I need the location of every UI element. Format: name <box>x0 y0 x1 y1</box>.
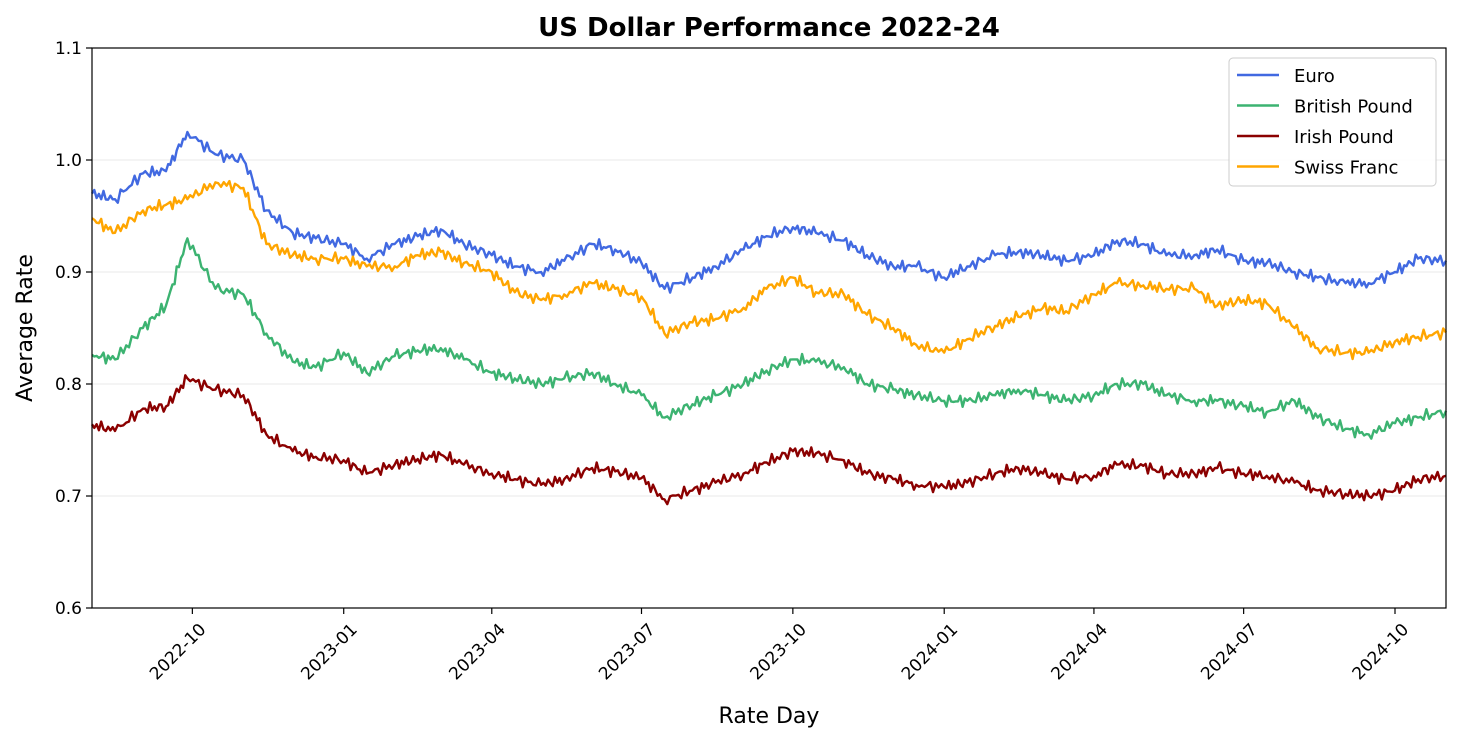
series-line-irish-pound <box>90 374 1447 506</box>
grid-lines <box>92 159 1446 497</box>
x-axis: 2022-10 2023-01 2023-04 2023-07 2023-10 2024-… <box>146 608 1413 684</box>
legend-box <box>1228 57 1437 187</box>
series-line-swiss-franc <box>91 179 1447 361</box>
series-line-british-pound <box>91 237 1448 440</box>
y-tick-label: 0.8 <box>55 375 82 395</box>
y-tick-label: 0.9 <box>55 263 82 283</box>
y-tick-label: 0.6 <box>55 599 82 619</box>
x-tick-label: 2023-01 <box>297 620 361 684</box>
legend-entry: British Pound <box>1294 97 1413 118</box>
chart-title: US Dollar Performance 2022-24 <box>538 13 1000 43</box>
y-tick-label: 1.1 <box>55 39 82 59</box>
x-tick-label: 2023-07 <box>595 620 659 684</box>
x-axis-label: Rate Day <box>719 704 820 729</box>
series-lines <box>90 130 1448 506</box>
legend-entry: Swiss Franc <box>1294 158 1398 179</box>
x-tick-label: 2024-07 <box>1197 620 1261 684</box>
x-tick-label: 2024-10 <box>1349 620 1413 684</box>
x-tick-label: 2024-04 <box>1048 620 1112 684</box>
y-axis-label: Average Rate <box>13 254 38 402</box>
legend: Euro British Pound Irish Pound Swiss Franc <box>1228 57 1437 187</box>
legend-entry: Euro <box>1294 66 1335 87</box>
x-tick-label: 2023-10 <box>747 620 811 684</box>
y-tick-label: 1.0 <box>55 151 82 171</box>
y-tick-label: 0.7 <box>55 487 82 507</box>
y-axis: 0.6 0.7 0.8 0.9 1.0 1.1 <box>55 39 92 619</box>
x-tick-label: 2023-04 <box>445 620 509 684</box>
x-tick-label: 2022-10 <box>146 620 210 684</box>
series-line-euro <box>90 130 1448 294</box>
legend-entry: Irish Pound <box>1294 127 1394 148</box>
x-tick-label: 2024-01 <box>898 620 962 684</box>
plot-area-frame <box>91 47 1447 609</box>
